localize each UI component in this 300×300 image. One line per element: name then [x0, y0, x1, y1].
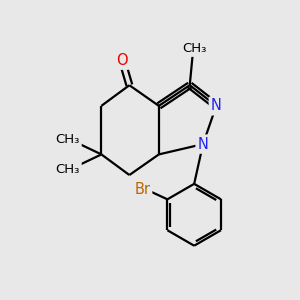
Text: CH₃: CH₃: [182, 42, 206, 55]
Text: CH₃: CH₃: [56, 133, 80, 146]
Text: N: N: [211, 98, 222, 113]
Text: CH₃: CH₃: [56, 163, 80, 176]
Text: O: O: [116, 53, 128, 68]
Text: N: N: [198, 136, 208, 152]
Text: Br: Br: [134, 182, 150, 196]
